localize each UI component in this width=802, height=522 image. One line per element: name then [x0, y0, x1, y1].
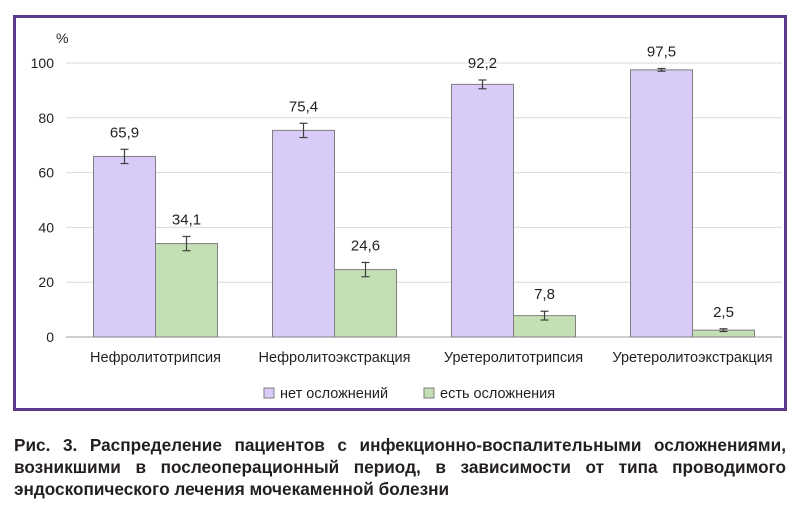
y-tick-label: 100	[31, 55, 55, 71]
figure-caption: Рис. 3. Распределение пациентов с инфекц…	[14, 435, 786, 499]
y-tick-label: 40	[38, 219, 54, 235]
x-tick-label: Уретеролитоэкстракция	[612, 350, 772, 366]
bar	[272, 129, 335, 338]
data-label: 34,1	[172, 211, 201, 228]
data-label: 2,5	[713, 304, 734, 321]
x-tick-label: Нефролитотрипсия	[90, 350, 221, 366]
legend-swatch	[263, 387, 275, 399]
bar	[451, 83, 514, 338]
x-axis-labels: Нефролитотрипсия Нефролитоэкстракция Урете…	[90, 350, 773, 366]
data-label: 97,5	[647, 43, 676, 60]
bar	[334, 269, 397, 338]
data-label: 75,4	[289, 98, 318, 115]
chart-frame: 0 20 40 60 80 100 % 65,9 34,1 75,4 24,6 92,2 7,8 97…	[13, 15, 787, 411]
data-label: 24,6	[351, 237, 380, 254]
y-tick-label: 60	[38, 165, 54, 181]
bar	[93, 155, 156, 338]
y-axis: 0 20 40 60 80 100	[31, 55, 55, 345]
y-tick-label: 0	[46, 329, 54, 345]
legend-label: есть осложнения	[440, 386, 555, 402]
data-label: 65,9	[110, 124, 139, 141]
data-label: 7,8	[534, 286, 555, 303]
data-labels: 65,9 34,1 75,4 24,6 92,2 7,8 97,5 2,5	[110, 43, 734, 320]
legend-label: нет осложнений	[280, 386, 388, 402]
bars	[93, 67, 755, 338]
data-label: 92,2	[468, 55, 497, 72]
bar-chart: 0 20 40 60 80 100 % 65,9 34,1 75,4 24,6 92,2 7,8 97…	[31, 30, 782, 402]
legend-swatch	[423, 387, 435, 399]
x-tick-label: Нефролитоэкстракция	[259, 350, 411, 366]
bar	[155, 243, 218, 338]
x-tick-label: Уретеролитотрипсия	[444, 350, 583, 366]
bar	[630, 69, 693, 338]
y-tick-label: 80	[38, 110, 54, 126]
legend: нет осложнений есть осложнения	[263, 386, 555, 402]
y-axis-label: %	[56, 30, 68, 46]
y-tick-label: 20	[38, 274, 54, 290]
